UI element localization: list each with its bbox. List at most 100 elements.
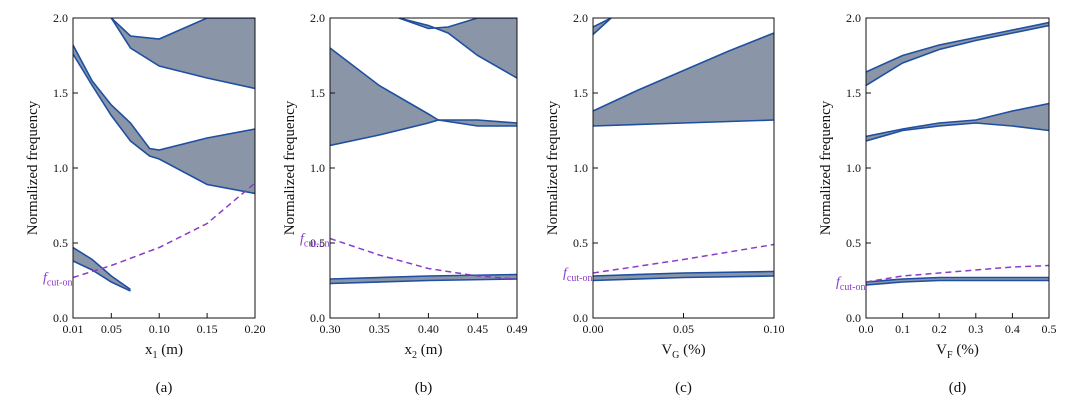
band-2-lower-edge <box>866 122 1049 142</box>
cut-on-line <box>330 237 517 280</box>
band-1-upper-edge <box>593 270 774 277</box>
band-3-fill <box>111 18 255 89</box>
band-3-upper-edge <box>398 18 517 30</box>
band-3-fill <box>398 18 517 78</box>
band-3-lower-edge <box>110 18 255 90</box>
y-tick-label: 1.5 <box>573 86 588 100</box>
x-tick-label: 0.30 <box>320 322 341 336</box>
x-tick-label: 0.1 <box>895 322 910 336</box>
band-1-lower-edge <box>593 275 774 282</box>
x-tick-label: 0.35 <box>369 322 390 336</box>
y-tick-label: 1.0 <box>846 161 861 175</box>
y-tick-label: 0.5 <box>310 236 325 250</box>
y-axis-label: Normalized frequency <box>25 100 41 235</box>
x-tick-label: 0.00 <box>583 322 604 336</box>
y-tick-label: 2.0 <box>310 11 325 25</box>
y-tick-label: 0.5 <box>53 236 68 250</box>
y-tick-label: 0.0 <box>310 311 325 325</box>
band-1-lower-edge <box>866 279 1049 286</box>
x-tick-label: 0.05 <box>101 322 122 336</box>
band-3-upper-edge <box>593 18 612 28</box>
y-tick-label: 0.5 <box>573 236 588 250</box>
x-tick-label: 0.20 <box>245 322 266 336</box>
x-tick-label: 0.40 <box>418 322 439 336</box>
band-3-fill <box>866 22 1049 86</box>
plot-area <box>73 18 255 292</box>
x-tick-label: 0.4 <box>1005 322 1020 336</box>
y-axis-label: Normalized frequency <box>545 100 561 235</box>
cut-on-line <box>593 243 774 274</box>
y-tick-label: 2.0 <box>846 11 861 25</box>
y-tick-label: 0.0 <box>573 311 588 325</box>
panel-label: (a) <box>156 380 173 396</box>
chart-panel-1: 0.01 0.05 0.10 0.15 0.20 0.0 0.5 1.0 1.5 2.0 Norma… <box>25 11 266 396</box>
band-3-lower-edge <box>593 18 612 36</box>
y-tick-label: 2.0 <box>573 11 588 25</box>
band-1-lower-edge <box>330 278 517 285</box>
band-1-fill <box>73 247 131 291</box>
cut-on-label: fcut-on <box>836 275 865 293</box>
panel-label: (b) <box>415 380 433 396</box>
axes-frame <box>329 17 518 319</box>
band-2-upper-edge <box>866 102 1049 138</box>
x-axis-label: x1 (m) <box>145 342 183 361</box>
plot-area <box>866 21 1049 286</box>
y-axis-label: Normalized frequency <box>282 100 298 235</box>
band-2-upper-edge <box>73 44 255 151</box>
x-tick-label: 0.5 <box>1042 322 1057 336</box>
band-1-upper-edge <box>866 276 1049 283</box>
cut-on-label: fcut-on <box>43 271 72 289</box>
x-axis-label: x2 (m) <box>405 342 443 361</box>
band-3-upper-edge <box>110 18 255 40</box>
x-tick-label: 0.3 <box>968 322 983 336</box>
cut-on-label: fcut-on <box>563 266 592 284</box>
band-2-lower-edge <box>593 119 774 127</box>
band-2-lower-edge <box>330 119 517 147</box>
band-3-lower-edge <box>398 18 517 79</box>
y-tick-label: 1.0 <box>573 161 588 175</box>
plot-area <box>593 18 774 282</box>
x-axis-label: VG (%) <box>661 342 705 361</box>
y-tick-label: 1.5 <box>310 86 325 100</box>
band-2-lower-edge <box>73 53 255 195</box>
plot-area <box>330 18 517 285</box>
chart-panel-2: 0.30 0.35 0.40 0.45 0.49 0.0 0.5 1.0 1.5 2.0 Norma… <box>282 11 528 396</box>
y-axis-label: Normalized frequency <box>818 100 834 235</box>
x-tick-label: 0.10 <box>764 322 785 336</box>
x-tick-label: 0.0 <box>859 322 874 336</box>
y-tick-label: 0.0 <box>53 311 68 325</box>
band-1-lower-edge <box>73 260 131 292</box>
panel-label: (c) <box>675 380 692 396</box>
y-tick-label: 1.5 <box>846 86 861 100</box>
band-1-upper-edge <box>330 273 517 280</box>
chart-panel-3: 0.00 0.05 0.10 0.0 0.5 1.0 1.5 2.0 Normalized fr… <box>545 11 785 396</box>
x-tick-label: 0.2 <box>932 322 947 336</box>
band-2-fill <box>73 45 255 194</box>
band-3-lower-edge <box>866 24 1049 87</box>
chart-panel-4: 0.0 0.1 0.2 0.3 0.4 0.5 0.0 0.5 1.0 1.5 2.0 Normali… <box>818 11 1057 396</box>
cut-on-label: fcut-on <box>300 232 329 250</box>
y-tick-label: 0.0 <box>846 311 861 325</box>
y-tick-label: 1.0 <box>310 161 325 175</box>
x-tick-label: 0.45 <box>467 322 488 336</box>
x-tick-label: 0.49 <box>507 322 528 336</box>
band-3-upper-edge <box>866 21 1049 73</box>
band-2-upper-edge <box>330 47 517 124</box>
y-tick-label: 1.0 <box>53 161 68 175</box>
y-tick-label: 0.5 <box>846 236 861 250</box>
x-tick-label: 0.10 <box>149 322 170 336</box>
band-2-upper-edge <box>593 32 774 112</box>
panel-label: (d) <box>949 380 967 396</box>
cut-on-line <box>73 182 255 279</box>
x-tick-label: 0.15 <box>197 322 218 336</box>
x-tick-label: 0.05 <box>673 322 694 336</box>
y-tick-label: 2.0 <box>53 11 68 25</box>
band-2-fill <box>593 33 774 126</box>
x-tick-label: 0.01 <box>63 322 84 336</box>
band-1-fill <box>330 274 517 284</box>
y-tick-label: 1.5 <box>53 86 68 100</box>
x-axis-label: VF (%) <box>936 342 979 361</box>
cut-on-line <box>866 264 1049 283</box>
band-2-fill <box>330 48 517 146</box>
